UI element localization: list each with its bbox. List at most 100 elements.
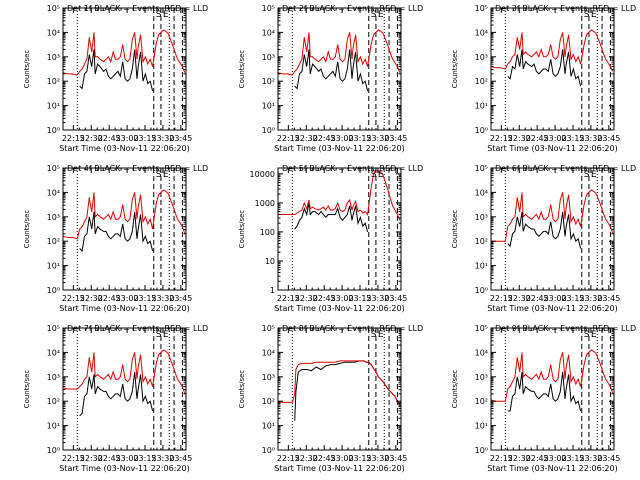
x-tick-label: 23:00	[116, 134, 139, 143]
plot-frame	[277, 327, 402, 451]
x-tick-label: 22:15	[277, 134, 300, 143]
y-tick-label: 10⁴	[475, 348, 488, 357]
y-tick-label: 1	[270, 286, 275, 295]
y-tick-label: 10⁵	[262, 4, 275, 13]
series-line-events	[507, 211, 582, 249]
x-tick-label: 23:15	[561, 454, 584, 463]
marker-e: E	[591, 10, 597, 20]
x-tick-label: 23:30	[579, 134, 602, 143]
y-tick-label: 10⁵	[47, 324, 60, 333]
plot-frame	[62, 7, 187, 131]
x-tick-label: 22:15	[490, 454, 513, 463]
x-tick-label: 22:30	[508, 454, 531, 463]
series-line-lld	[278, 170, 401, 221]
series-group	[491, 29, 614, 87]
x-tick-label: 22:15	[490, 134, 513, 143]
y-tick-label: 10⁰	[47, 126, 60, 135]
x-tick-label: 22:15	[62, 294, 85, 303]
panel-title: Det 1f BLACK = Events, RED = LLD	[67, 4, 208, 13]
y-tick-label: 10¹	[475, 102, 488, 111]
x-tick-label: 23:15	[561, 134, 584, 143]
x-tick-label: 22:15	[277, 454, 300, 463]
x-tick-label: 22:45	[526, 294, 549, 303]
plot-frame	[490, 327, 615, 451]
x-tick-label: 23:15	[133, 134, 156, 143]
x-tick-label: 23:00	[116, 294, 139, 303]
x-tick-label: 22:45	[313, 454, 336, 463]
panel-title: Det 4f BLACK = Events, RED = LLD	[67, 164, 208, 173]
y-tick-label: 10⁵	[475, 164, 488, 173]
x-axis-title: Start Time (03-Nov-11 22:06:20)	[487, 464, 617, 473]
x-tick-label: 23:45	[384, 454, 407, 463]
panel-det-5f: 1 10 100 1000 10000 22:1522:3022:4523:0023:15…	[238, 164, 423, 313]
series-line-events	[294, 49, 369, 92]
x-tick-label: 23:00	[331, 294, 354, 303]
panel-title: Det 7f BLACK = Events, RED = LLD	[67, 324, 208, 333]
series-line-events	[294, 202, 369, 233]
y-tick-label: 10¹	[47, 262, 60, 271]
plot-frame	[62, 167, 187, 291]
y-tick-label: 10⁴	[47, 28, 60, 37]
panel-det-7f: 10⁰10¹10²10³10⁴10⁵22:1522:3022:4523:0023…	[23, 324, 208, 473]
x-tick-label: 22:15	[490, 294, 513, 303]
y-tick-label: 10⁵	[475, 324, 488, 333]
marker-e: E	[378, 330, 384, 340]
series-line-events	[294, 360, 401, 421]
x-tick-label: 23:30	[151, 454, 174, 463]
y-tick-label: 10⁵	[47, 164, 60, 173]
x-tick-label: 22:45	[98, 134, 121, 143]
y-tick-label: 10³	[47, 213, 60, 222]
y-tick-label: 10³	[47, 373, 60, 382]
x-tick-label: 23:30	[366, 294, 389, 303]
plot-frame	[490, 7, 615, 131]
y-tick-label: 10⁰	[262, 126, 275, 135]
series-group	[63, 189, 186, 253]
x-tick-label: 23:15	[133, 454, 156, 463]
x-tick-label: 23:15	[348, 454, 371, 463]
y-tick-label: 10³	[475, 373, 488, 382]
series-line-lld	[491, 29, 614, 72]
marker-s: S	[156, 170, 162, 180]
y-tick-label: 10⁵	[475, 4, 488, 13]
panel-det-6f: 10⁰10¹10²10³10⁴10⁵22:1522:3022:4523:0023…	[451, 164, 636, 313]
series-group	[278, 170, 401, 233]
marker-s: S	[584, 170, 590, 180]
plot-frame	[277, 7, 402, 131]
panel-det-1f: 10⁰10¹10²10³10⁴10⁵22:1522:3022:4523:0023…	[23, 4, 208, 153]
y-tick-label: 10³	[262, 53, 275, 62]
series-group	[278, 360, 401, 421]
y-tick-label: 10000	[250, 170, 275, 179]
x-tick-label: 23:00	[544, 134, 567, 143]
x-tick-label: 23:15	[561, 294, 584, 303]
series-line-events	[79, 49, 154, 92]
x-tick-label: 23:45	[169, 294, 192, 303]
x-tick-label: 23:45	[384, 294, 407, 303]
x-tick-label: 23:45	[597, 454, 620, 463]
y-tick-label: 10¹	[475, 422, 488, 431]
y-tick-label: 10⁰	[47, 286, 60, 295]
x-tick-label: 22:30	[295, 454, 318, 463]
y-tick-label: 10¹	[262, 102, 275, 111]
series-line-lld	[491, 349, 614, 402]
series-line-lld	[63, 189, 186, 240]
y-tick-label: 10¹	[47, 422, 60, 431]
x-tick-label: 23:30	[366, 134, 389, 143]
x-tick-label: 23:45	[384, 134, 407, 143]
x-tick-label: 22:30	[508, 294, 531, 303]
x-tick-label: 23:45	[597, 134, 620, 143]
x-tick-label: 23:00	[544, 454, 567, 463]
y-tick-label: 10⁴	[262, 28, 275, 37]
plot-frame	[277, 167, 402, 291]
series-group	[491, 189, 614, 249]
y-tick-label: 10²	[262, 77, 275, 86]
x-tick-label: 22:15	[62, 454, 85, 463]
y-tick-label: 10⁴	[47, 348, 60, 357]
x-axis-title: Start Time (03-Nov-11 22:06:20)	[59, 304, 189, 313]
x-tick-label: 23:45	[169, 134, 192, 143]
y-tick-label: 1000	[255, 199, 275, 208]
x-tick-label: 22:30	[80, 454, 103, 463]
y-axis-title: Counts/sec	[451, 210, 459, 249]
x-tick-label: 22:30	[80, 294, 103, 303]
y-tick-label: 10²	[475, 77, 488, 86]
